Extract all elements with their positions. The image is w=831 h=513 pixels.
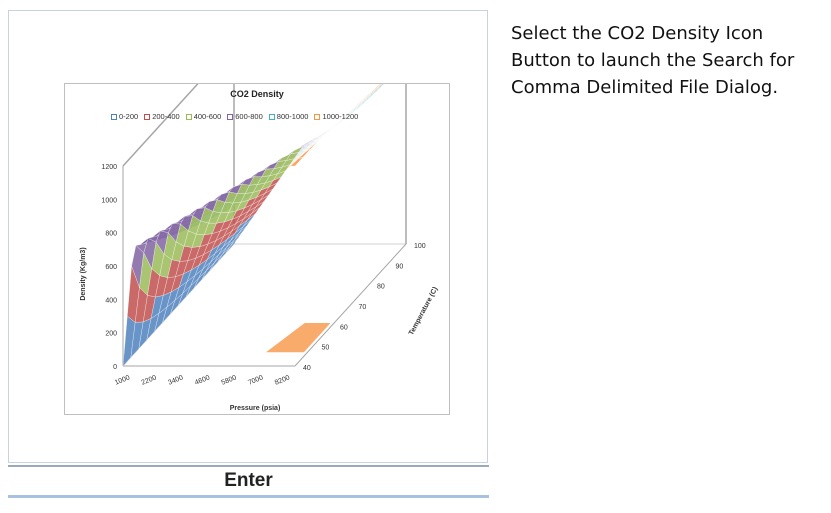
- z-tick-label: 90: [396, 263, 404, 270]
- chart-plot-area: 0 200 400 600 800 1000 1200 1000 2200 3400 4600 580…: [80, 84, 439, 412]
- z-tick-label: 100: [414, 243, 426, 250]
- legend-item: 200-400: [144, 112, 180, 121]
- legend-label: 800-1000: [276, 112, 309, 121]
- legend-label: 200-400: [152, 112, 180, 121]
- legend-item: 1000-1200: [314, 112, 358, 121]
- divider: [8, 495, 489, 498]
- x-tick-label: 7000: [247, 374, 264, 386]
- surface-patch: [369, 84, 381, 94]
- x-axis-title: Pressure (psia): [230, 405, 281, 412]
- x-tick-label: 2200: [141, 374, 158, 386]
- surface-patch: [372, 84, 383, 93]
- surface-patch: [376, 84, 384, 91]
- legend-swatch: [314, 113, 321, 120]
- x-tick-label: 8200: [274, 374, 291, 386]
- y-tick-label: 800: [105, 231, 117, 238]
- instruction-text: Select the CO2 Density Icon Button to la…: [511, 20, 826, 101]
- instruction-line: Button to launch the Search for: [511, 50, 795, 71]
- y-tick-label: 1200: [101, 164, 117, 171]
- legend-label: 1000-1200: [322, 112, 359, 121]
- y-tick-label: 1000: [101, 197, 117, 204]
- chart-title: CO2 Density: [230, 89, 284, 99]
- instruction-line: Select the CO2 Density Icon: [511, 23, 764, 44]
- box-edge: [122, 84, 199, 167]
- x-tick-label: 4600: [194, 374, 211, 386]
- legend-item: 600-800: [227, 112, 263, 121]
- z-tick-label: 50: [322, 345, 330, 352]
- z-tick-label: 80: [377, 284, 385, 291]
- x-tick-label: 3400: [167, 374, 184, 386]
- legend-item: 400-600: [185, 112, 222, 121]
- y-tick-label: 0: [113, 364, 117, 371]
- y-tick-label: 200: [105, 331, 117, 338]
- x-tick-label: 5800: [221, 374, 238, 386]
- instruction-line: Comma Delimited File Dialog.: [511, 77, 779, 98]
- x-tick-label: 1000: [114, 374, 131, 386]
- enter-button[interactable]: Enter: [8, 468, 489, 494]
- legend-swatch: [185, 113, 192, 120]
- legend-swatch: [111, 113, 117, 120]
- surface-patch: [266, 323, 331, 353]
- z-tick-label: 70: [359, 304, 367, 311]
- legend-label: 600-800: [235, 112, 263, 121]
- surface-patch: [372, 84, 385, 95]
- legend-swatch: [144, 113, 151, 120]
- divider: [8, 465, 489, 467]
- legend-item: 800-1000: [268, 112, 309, 121]
- y-tick-label: 400: [105, 297, 117, 304]
- chart-panel: 0 200 400 600 800 1000 1200 1000 2200 3400 4600 580…: [8, 10, 488, 463]
- y-axis-title: Density (Kg/m3): [80, 247, 87, 300]
- surface-patch: [377, 84, 383, 89]
- surface-patch: [380, 84, 384, 86]
- legend-item: 0-200: [111, 112, 138, 121]
- legend-swatch: [227, 113, 234, 120]
- surface-patch: [373, 84, 382, 91]
- co2-density-chart[interactable]: 0 200 400 600 800 1000 1200 1000 2200 3400 4600 580…: [64, 83, 450, 415]
- y-tick-label: 600: [105, 264, 117, 271]
- legend-label: 0-200: [119, 112, 139, 121]
- surface-patch: [377, 84, 381, 87]
- chart-legend: 0-200 200-400 400-600 600-800 800-1000 1000-1…: [111, 112, 358, 121]
- z-tick-label: 40: [303, 365, 311, 372]
- z-tick-label: 60: [340, 324, 348, 331]
- legend-label: 400-600: [193, 112, 222, 121]
- legend-swatch: [268, 113, 275, 120]
- axis-line: [294, 243, 407, 367]
- z-axis-title: Temperature (C): [408, 286, 439, 337]
